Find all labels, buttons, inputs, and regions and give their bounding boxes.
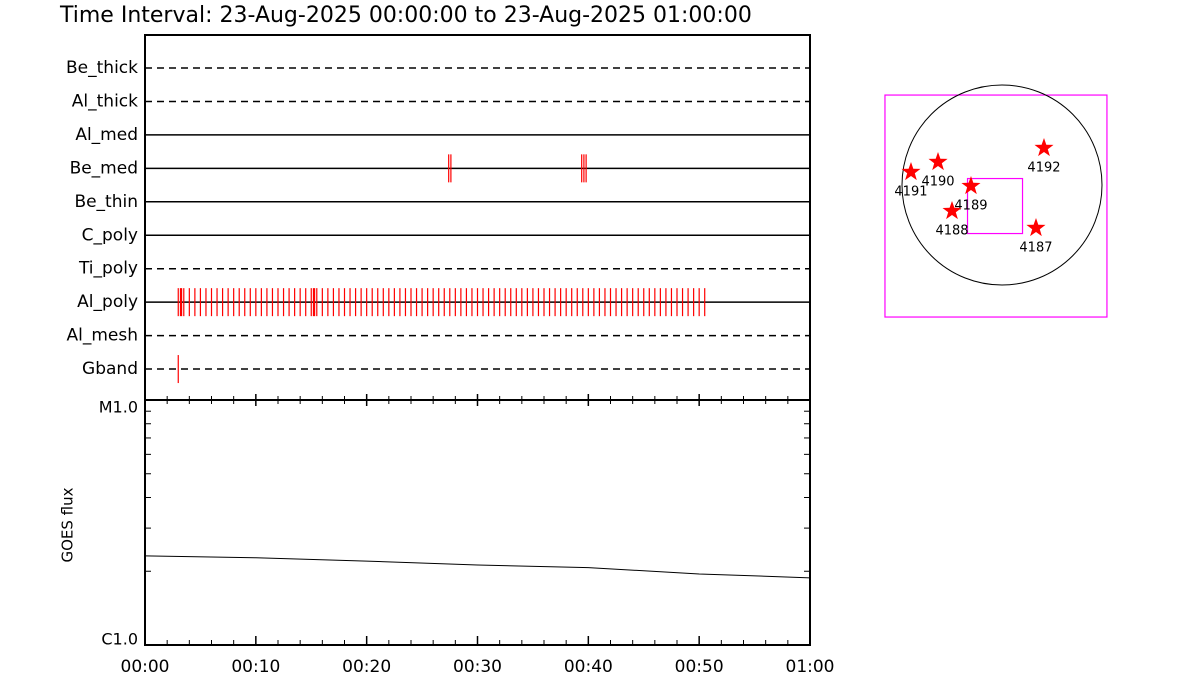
region-label: 4192 <box>1027 161 1060 176</box>
active-region <box>1026 218 1046 237</box>
outer-fov <box>884 94 1108 318</box>
active-region <box>961 176 981 195</box>
xrt-fov <box>966 177 1024 235</box>
filter-label: Al_med <box>75 125 138 145</box>
active-region <box>928 152 948 171</box>
goes-curve <box>144 555 811 579</box>
x-tick-label: 00:10 <box>231 657 280 677</box>
active-region <box>901 162 921 181</box>
y-tick-label: M1.0 <box>99 398 138 417</box>
filter-label: Be_thin <box>74 192 138 212</box>
x-tick-label: 01:00 <box>786 657 835 677</box>
region-label: 4187 <box>1019 241 1052 256</box>
filter-label: Ti_poly <box>78 259 138 279</box>
filter-label: Al_poly <box>77 292 138 312</box>
filter-label: Be_thick <box>66 58 138 78</box>
filter-label: Al_thick <box>72 91 138 111</box>
y-axis-label: GOES flux <box>59 487 77 562</box>
x-tick-label: 00:40 <box>564 657 613 677</box>
region-label: 4191 <box>894 184 927 199</box>
title: Time Interval: 23-Aug-2025 00:00:00 to 2… <box>59 3 752 28</box>
filter-label: Be_med <box>70 158 138 178</box>
x-tick-label: 00:50 <box>675 657 724 677</box>
y-tick-label: C1.0 <box>101 630 138 649</box>
filter-label: C_poly <box>82 225 138 245</box>
x-tick-label: 00:00 <box>121 657 170 677</box>
solar-limb <box>901 84 1103 286</box>
x-tick-label: 00:20 <box>342 657 391 677</box>
active-region <box>1034 138 1054 157</box>
region-label: 4189 <box>954 199 987 214</box>
active-region <box>942 201 962 220</box>
x-tick-label: 00:30 <box>453 657 502 677</box>
region-label: 4188 <box>935 224 968 239</box>
region-label: 4190 <box>921 174 954 189</box>
filter-label: Gband <box>82 359 138 379</box>
filter-label: Al_mesh <box>66 326 138 346</box>
